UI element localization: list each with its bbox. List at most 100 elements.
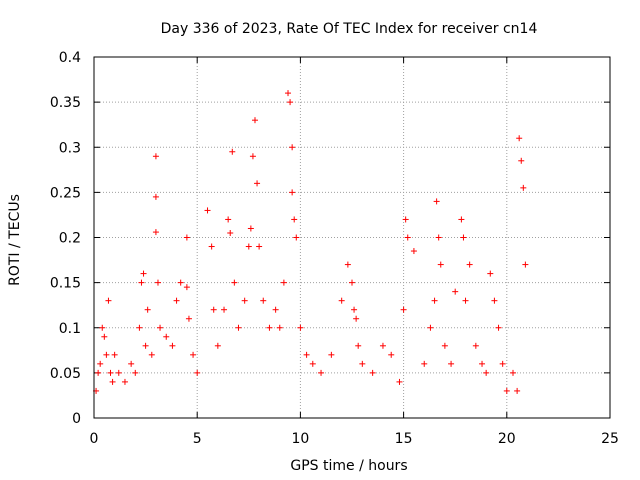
data-point bbox=[431, 297, 438, 304]
data-point bbox=[472, 342, 479, 349]
y-tick-label: 0.15 bbox=[50, 276, 81, 292]
data-point bbox=[204, 207, 211, 214]
y-tick-label: 0.4 bbox=[59, 50, 81, 66]
data-point bbox=[276, 324, 283, 331]
data-point bbox=[142, 342, 149, 349]
y-tick-label: 0.35 bbox=[50, 95, 81, 111]
data-point bbox=[280, 279, 287, 286]
y-axis-label: ROTI / TECUs bbox=[7, 194, 23, 286]
data-point bbox=[99, 324, 106, 331]
data-point bbox=[495, 324, 502, 331]
data-point bbox=[487, 270, 494, 277]
data-point bbox=[157, 324, 164, 331]
data-point bbox=[396, 378, 403, 385]
data-point bbox=[256, 243, 263, 250]
data-point bbox=[152, 229, 159, 236]
data-point bbox=[355, 342, 362, 349]
data-point bbox=[183, 234, 190, 241]
chart-title: Day 336 of 2023, Rate Of TEC Index for r… bbox=[161, 21, 538, 37]
x-tick-label: 0 bbox=[90, 431, 99, 447]
data-point bbox=[349, 279, 355, 286]
data-point bbox=[351, 306, 358, 313]
data-point bbox=[516, 135, 523, 142]
data-point bbox=[111, 351, 118, 358]
data-point bbox=[254, 180, 261, 187]
x-tick-label: 15 bbox=[395, 431, 413, 447]
x-axis-label: GPS time / hours bbox=[290, 458, 407, 474]
y-tick-label: 0 bbox=[72, 411, 81, 427]
data-point bbox=[101, 333, 108, 340]
y-tick-label: 0.1 bbox=[59, 321, 81, 337]
data-point bbox=[289, 144, 296, 151]
data-point bbox=[369, 369, 376, 376]
data-point bbox=[318, 369, 325, 376]
data-point bbox=[514, 387, 521, 394]
data-point bbox=[225, 216, 232, 223]
data-point bbox=[388, 351, 395, 358]
data-point bbox=[251, 117, 258, 124]
data-point bbox=[400, 306, 407, 313]
data-point bbox=[460, 234, 467, 241]
data-point bbox=[221, 306, 228, 313]
data-point bbox=[154, 279, 161, 286]
y-tick-label: 0.2 bbox=[59, 231, 81, 247]
data-point bbox=[214, 342, 221, 349]
data-point bbox=[132, 369, 139, 376]
data-point bbox=[297, 324, 304, 331]
data-point bbox=[152, 193, 159, 200]
data-point bbox=[518, 157, 525, 164]
data-point bbox=[152, 153, 159, 160]
data-point bbox=[148, 351, 155, 358]
data-point bbox=[448, 360, 455, 367]
data-point bbox=[190, 351, 197, 358]
data-point bbox=[266, 324, 273, 331]
data-point bbox=[404, 234, 411, 241]
data-point bbox=[194, 369, 201, 376]
data-point bbox=[140, 270, 147, 277]
data-point bbox=[379, 342, 386, 349]
y-tick-label: 0.25 bbox=[50, 185, 81, 201]
data-point bbox=[245, 243, 252, 250]
data-point bbox=[249, 153, 256, 160]
y-tick-label: 0.3 bbox=[59, 140, 81, 156]
data-point bbox=[303, 351, 310, 358]
data-point bbox=[173, 297, 180, 304]
data-point bbox=[353, 315, 360, 322]
data-point bbox=[185, 315, 192, 322]
data-point bbox=[109, 378, 116, 385]
data-point bbox=[163, 333, 170, 340]
plot-frame bbox=[93, 56, 611, 419]
data-point bbox=[499, 360, 506, 367]
data-point bbox=[421, 360, 428, 367]
data-point bbox=[338, 297, 345, 304]
data-point bbox=[103, 351, 110, 358]
data-point bbox=[241, 297, 248, 304]
data-point bbox=[285, 90, 292, 97]
data-point bbox=[235, 324, 242, 331]
data-point bbox=[522, 261, 529, 268]
data-point bbox=[128, 360, 135, 367]
data-point bbox=[272, 306, 279, 313]
data-point bbox=[260, 297, 267, 304]
data-point bbox=[483, 369, 490, 376]
grid-lines bbox=[94, 57, 610, 418]
data-point bbox=[208, 243, 215, 250]
data-point bbox=[97, 360, 104, 367]
data-point bbox=[441, 342, 448, 349]
data-point bbox=[229, 148, 236, 155]
x-tick-label: 20 bbox=[498, 431, 516, 447]
axis-ticks: 0 5 10 15 20 25 0 0.05 0.1 0.15 0.2 0.25 0.3 0.35 0.4 bbox=[50, 50, 619, 447]
data-point bbox=[227, 229, 234, 236]
data-point bbox=[479, 360, 486, 367]
data-point bbox=[466, 261, 473, 268]
data-point bbox=[520, 184, 527, 191]
data-point bbox=[115, 369, 122, 376]
data-point bbox=[289, 189, 296, 196]
data-point bbox=[287, 99, 294, 106]
data-point bbox=[210, 306, 217, 313]
data-point bbox=[410, 248, 417, 255]
data-point bbox=[433, 198, 440, 205]
data-point bbox=[509, 369, 516, 376]
data-point bbox=[247, 225, 254, 232]
data-point bbox=[344, 261, 351, 268]
